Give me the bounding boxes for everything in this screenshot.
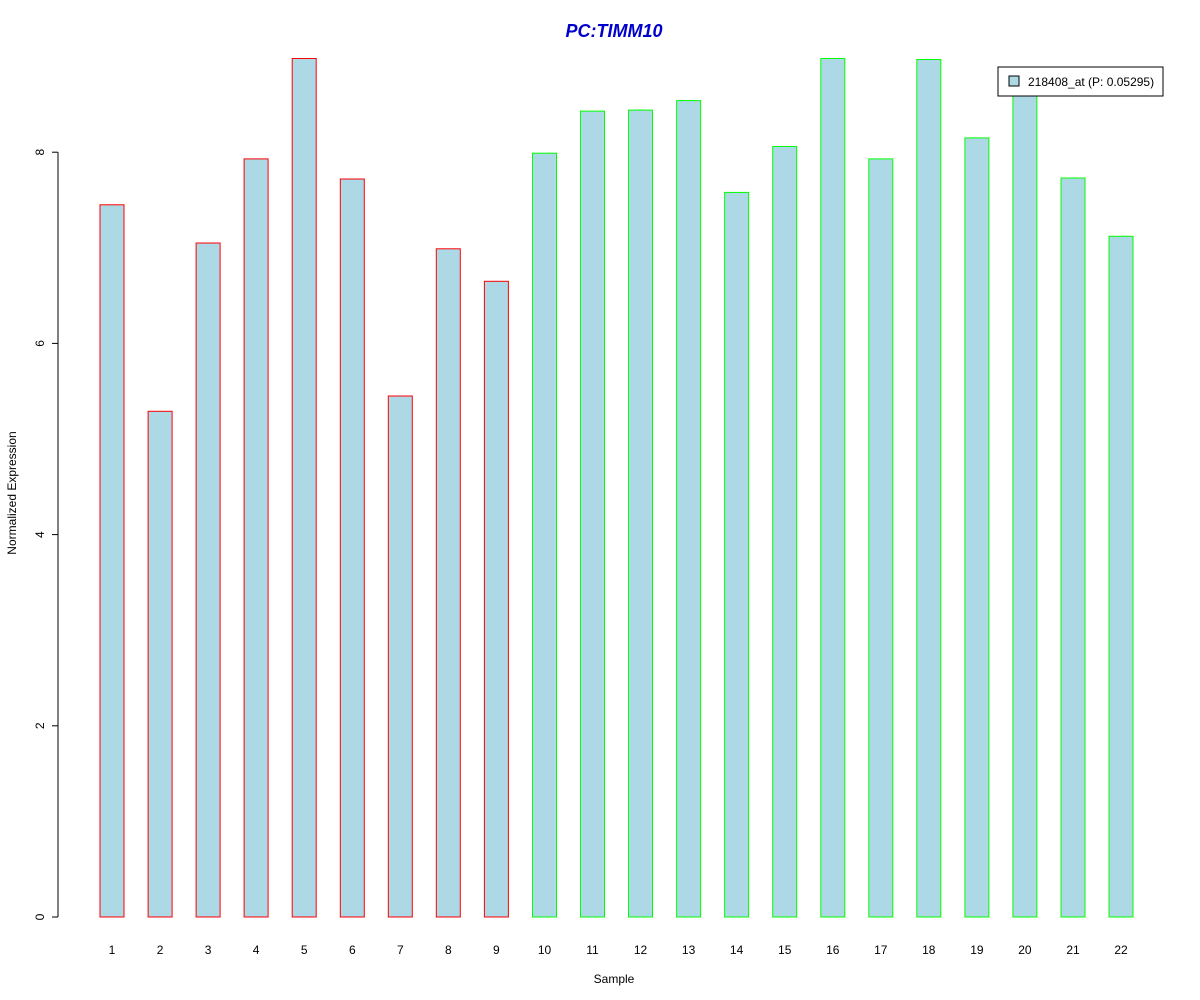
bar-sample-17 (868, 158, 894, 918)
x-tick-label: 7 (397, 943, 404, 957)
x-tick-label: 13 (682, 943, 696, 957)
x-tick-label: 12 (634, 943, 648, 957)
bars-group (99, 58, 1134, 918)
x-tick-label: 9 (493, 943, 500, 957)
x-tick-label: 2 (157, 943, 164, 957)
bar-sample-13 (676, 100, 702, 918)
bar-sample-11 (580, 110, 605, 918)
y-tick-label: 6 (33, 340, 47, 347)
x-tick-label: 19 (970, 943, 984, 957)
x-tick-label: 16 (826, 943, 840, 957)
bar-sample-19 (964, 137, 990, 918)
bar-sample-2 (147, 410, 173, 918)
chart-title: PC:TIMM10 (565, 21, 662, 41)
bar-sample-18 (916, 59, 942, 918)
x-tick-labels: 1 2 3 4 5 6 7 8 9 10 11 12 13 14 15 16 17 18 19 20 21 22 (109, 943, 1128, 957)
bar-sample-22 (1108, 235, 1134, 918)
x-axis-label: Sample (594, 972, 635, 986)
legend-label: 218408_at (P: 0.05295) (1028, 75, 1154, 89)
bar-sample-14 (724, 191, 750, 918)
bar-sample-6 (339, 178, 365, 918)
legend-box (997, 66, 1164, 97)
bar-sample-4 (243, 158, 269, 918)
legend: 218408_at (P: 0.05295) (997, 66, 1164, 97)
x-tick-label: 10 (538, 943, 552, 957)
bar-sample-21 (1060, 177, 1086, 918)
y-tick-label: 4 (33, 531, 47, 538)
bar-sample-1 (99, 204, 125, 918)
x-tick-label: 17 (874, 943, 888, 957)
bar-sample-8 (435, 248, 461, 918)
x-tick-label: 3 (205, 943, 212, 957)
bar-sample-3 (195, 242, 221, 918)
bar-sample-9 (483, 280, 509, 918)
bar-sample-15 (772, 146, 798, 918)
x-tick-label: 5 (301, 943, 308, 957)
x-tick-label: 20 (1018, 943, 1032, 957)
bar-sample-16 (820, 58, 846, 918)
x-tick-label: 21 (1066, 943, 1080, 957)
y-tick-label: 0 (33, 913, 47, 920)
x-tick-label: 8 (445, 943, 452, 957)
y-tick-label: 2 (33, 722, 47, 729)
x-tick-label: 11 (586, 943, 599, 957)
bar-sample-12 (628, 109, 653, 918)
bar-sample-20 (1012, 82, 1038, 918)
y-axis: 0 2 4 6 8 (33, 149, 59, 920)
x-tick-label: 4 (253, 943, 260, 957)
bar-sample-5 (291, 58, 317, 918)
x-tick-label: 6 (349, 943, 356, 957)
x-tick-label: 14 (730, 943, 744, 957)
bar-sample-10 (532, 152, 557, 918)
x-tick-label: 18 (922, 943, 936, 957)
y-tick-label: 8 (33, 149, 47, 156)
y-axis-label: Normalized Expression (5, 431, 19, 554)
bar-sample-7 (387, 395, 413, 918)
x-tick-label: 1 (109, 943, 116, 957)
x-tick-label: 22 (1114, 943, 1128, 957)
x-tick-label: 15 (778, 943, 792, 957)
legend-swatch (1008, 75, 1020, 87)
